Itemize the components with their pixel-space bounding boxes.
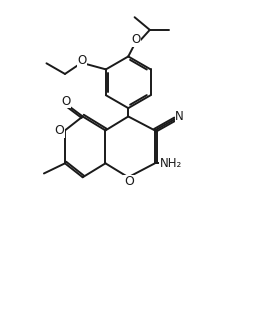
Text: NH₂: NH₂: [160, 157, 182, 170]
Text: N: N: [175, 111, 184, 123]
Text: O: O: [124, 175, 134, 188]
Text: O: O: [77, 54, 87, 67]
Text: O: O: [62, 95, 71, 108]
Text: O: O: [132, 33, 141, 46]
Text: O: O: [54, 124, 64, 137]
